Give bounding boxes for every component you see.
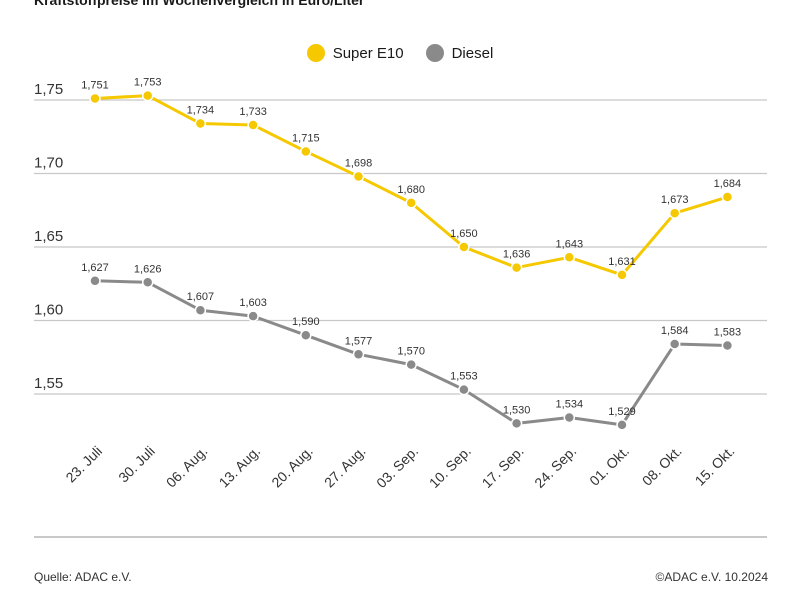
data-label-diesel: 1,583 <box>714 326 742 338</box>
data-point-diesel <box>247 310 259 322</box>
data-point-super-e10 <box>141 89 154 102</box>
data-point-diesel <box>510 417 523 430</box>
legend-marker-super-e10 <box>306 44 325 62</box>
data-point-super-e10 <box>721 191 734 203</box>
data-point-super-e10 <box>300 145 312 158</box>
y-tick-label: 1,70 <box>34 155 63 172</box>
legend-label-super-e10: Super E10 <box>332 44 404 62</box>
data-point-super-e10 <box>405 197 417 209</box>
x-tick-label: 24. Sep. <box>531 443 579 491</box>
x-tick-label: 17. Sep. <box>479 443 527 491</box>
data-point-diesel <box>721 339 734 352</box>
data-point-super-e10 <box>89 92 101 105</box>
data-label-super-e10: 1,636 <box>503 249 531 261</box>
data-point-super-e10 <box>510 261 523 274</box>
data-point-super-e10 <box>352 170 365 183</box>
y-tick-label: 1,60 <box>34 302 63 319</box>
data-label-super-e10: 1,631 <box>608 256 636 268</box>
data-point-diesel <box>405 358 417 371</box>
data-point-super-e10 <box>247 119 259 131</box>
data-label-super-e10: 1,680 <box>397 184 425 196</box>
data-point-super-e10 <box>668 207 681 219</box>
data-label-diesel: 1,553 <box>450 371 478 383</box>
data-point-diesel <box>89 275 101 287</box>
data-label-super-e10: 1,753 <box>134 77 162 89</box>
x-tick-label: 30. Juli <box>115 443 158 486</box>
data-label-diesel: 1,577 <box>345 335 373 347</box>
data-label-diesel: 1,530 <box>503 404 531 416</box>
legend: Super E10 Diesel <box>0 44 800 62</box>
data-label-diesel: 1,626 <box>134 263 162 275</box>
data-point-diesel <box>563 411 576 424</box>
data-label-super-e10: 1,650 <box>450 228 478 240</box>
data-label-diesel: 1,534 <box>556 399 584 411</box>
x-tick-label: 03. Sep. <box>373 443 421 491</box>
copyright-note: ©ADAC e.V. 10.2024 <box>655 570 768 584</box>
data-point-diesel <box>668 338 681 350</box>
legend-marker-diesel <box>425 44 444 62</box>
chart-title: Kraftstoffpreise im Wochenvergleich in E… <box>34 0 365 8</box>
legend-label-diesel: Diesel <box>451 44 494 62</box>
data-label-diesel: 1,607 <box>187 291 215 303</box>
data-label-diesel: 1,584 <box>661 325 689 337</box>
data-point-diesel <box>352 348 365 361</box>
data-label-super-e10: 1,715 <box>292 132 320 144</box>
legend-item-super-e10: Super E10 <box>306 44 404 62</box>
data-label-diesel: 1,570 <box>397 346 425 358</box>
data-point-super-e10 <box>563 251 576 264</box>
data-label-diesel: 1,529 <box>608 406 636 418</box>
data-point-diesel <box>141 276 154 289</box>
data-label-super-e10: 1,643 <box>556 238 584 250</box>
legend-item-diesel: Diesel <box>425 44 494 62</box>
x-tick-label: 15. Okt. <box>692 443 738 489</box>
x-tick-label: 08. Okt. <box>639 443 685 489</box>
x-tick-label: 23. Juli <box>62 443 105 486</box>
x-tick-label: 27. Aug. <box>321 443 369 491</box>
y-tick-label: 1,55 <box>34 375 63 392</box>
source-note: Quelle: ADAC e.V. <box>34 570 132 584</box>
x-tick-label: 13. Aug. <box>216 443 264 491</box>
x-tick-label: 06. Aug. <box>163 443 211 491</box>
data-label-diesel: 1,603 <box>239 297 267 309</box>
data-label-diesel: 1,590 <box>292 316 320 328</box>
data-label-super-e10: 1,698 <box>345 157 373 169</box>
bottom-divider <box>34 536 767 538</box>
x-tick-label: 01. Okt. <box>586 443 632 489</box>
data-point-diesel <box>194 304 207 316</box>
x-tick-label: 20. Aug. <box>268 443 316 491</box>
data-point-diesel <box>300 329 312 341</box>
data-label-super-e10: 1,684 <box>714 178 742 190</box>
data-point-super-e10 <box>616 269 628 281</box>
y-tick-label: 1,65 <box>34 228 63 245</box>
data-point-diesel <box>458 383 470 396</box>
data-label-super-e10: 1,733 <box>239 106 267 118</box>
data-point-super-e10 <box>194 117 207 130</box>
data-point-diesel <box>616 419 628 431</box>
x-tick-label: 10. Sep. <box>426 443 474 491</box>
data-label-super-e10: 1,673 <box>661 194 689 206</box>
data-label-diesel: 1,627 <box>81 262 109 274</box>
y-tick-label: 1,75 <box>34 81 63 98</box>
data-point-super-e10 <box>458 241 470 253</box>
data-label-super-e10: 1,734 <box>187 105 215 117</box>
data-label-super-e10: 1,751 <box>81 80 109 92</box>
